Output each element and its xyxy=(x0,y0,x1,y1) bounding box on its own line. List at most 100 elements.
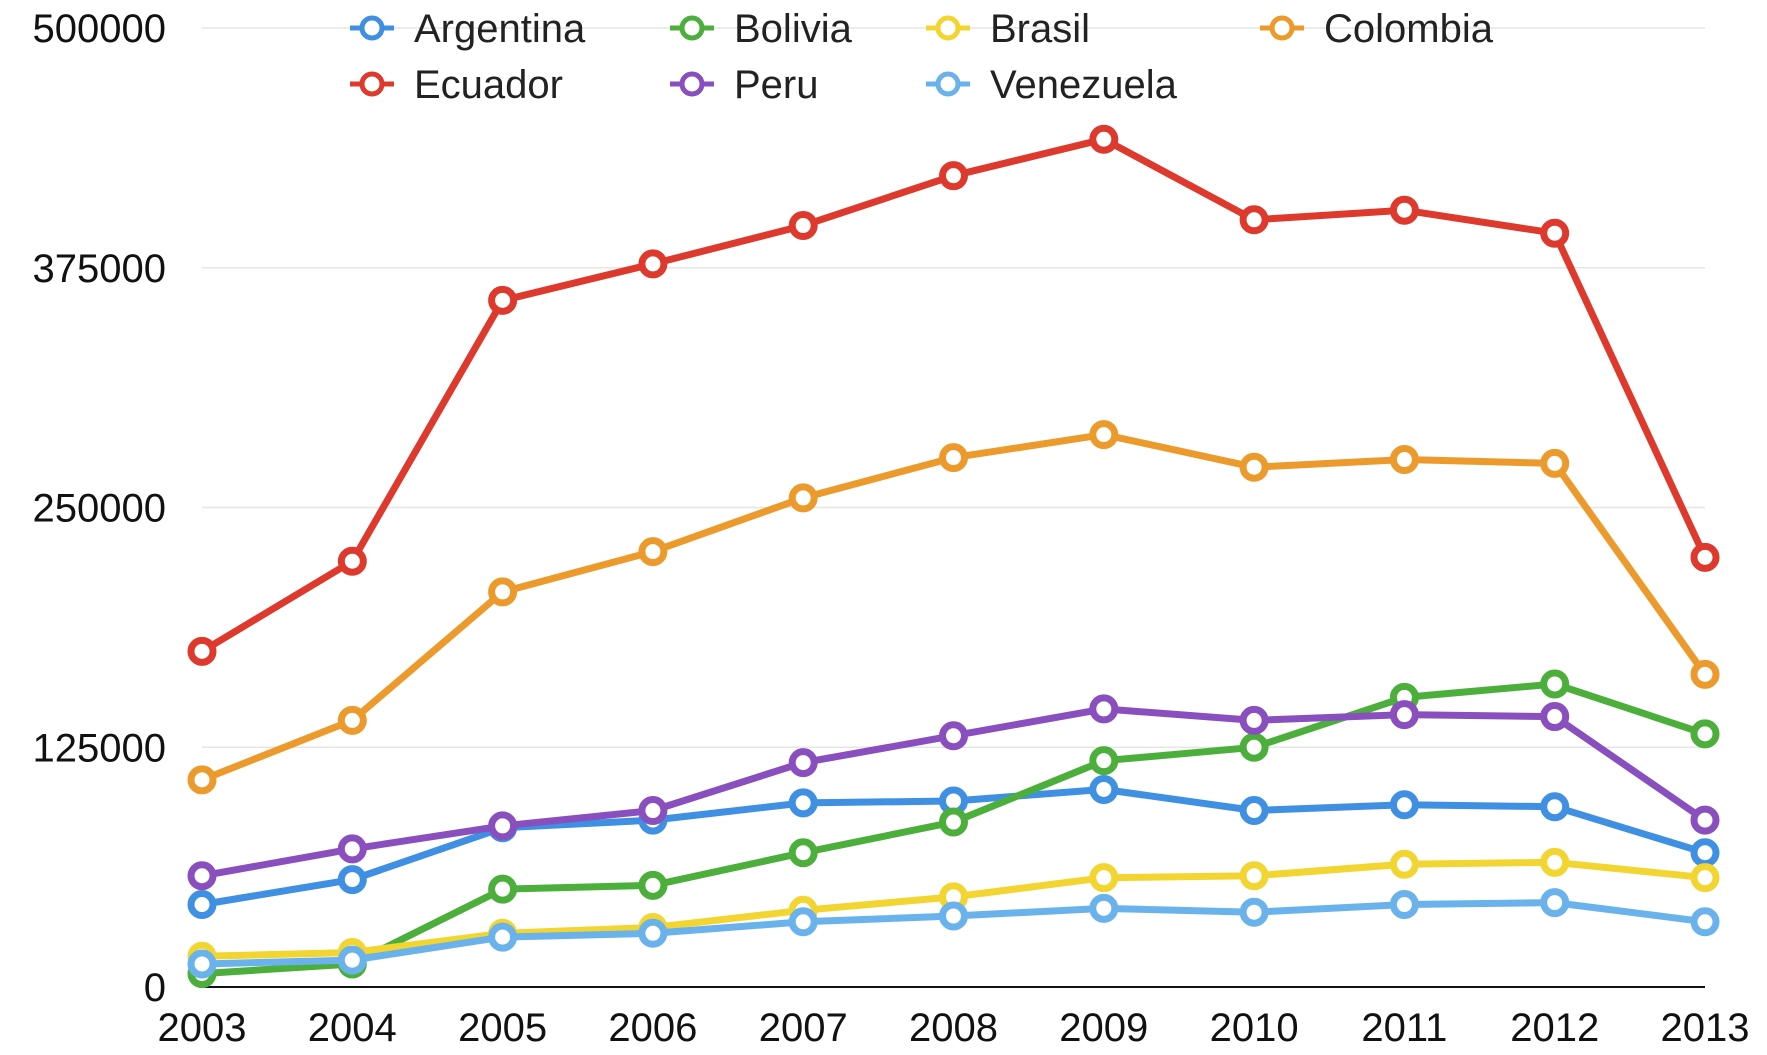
data-point xyxy=(638,249,668,279)
legend-item-ecuador: Ecuador xyxy=(350,63,563,107)
data-point xyxy=(1389,849,1419,879)
legend-label: Bolivia xyxy=(734,7,853,51)
data-point xyxy=(1690,659,1720,689)
x-tick-label: 2006 xyxy=(608,1006,697,1050)
series-ecuador xyxy=(187,124,1720,666)
x-tick-label: 2005 xyxy=(458,1006,547,1050)
data-point xyxy=(638,918,668,948)
data-point xyxy=(1690,542,1720,572)
y-tick-label: 250000 xyxy=(33,487,166,531)
legend-swatch-marker xyxy=(1269,15,1295,41)
series-venezuela xyxy=(187,888,1720,979)
data-point xyxy=(187,636,217,666)
x-tick-label: 2012 xyxy=(1510,1006,1599,1050)
data-point xyxy=(1540,702,1570,732)
data-point xyxy=(1540,669,1570,699)
data-point xyxy=(1540,888,1570,918)
legend-swatch-marker xyxy=(359,71,385,97)
data-point xyxy=(638,796,668,826)
data-point xyxy=(1540,847,1570,877)
data-point xyxy=(638,537,668,567)
y-tick-label: 375000 xyxy=(33,247,166,291)
series-peru xyxy=(187,694,1720,891)
data-point xyxy=(1690,805,1720,835)
x-tick-label: 2008 xyxy=(909,1006,998,1050)
data-point xyxy=(488,285,518,315)
data-point xyxy=(1239,796,1269,826)
data-point xyxy=(488,811,518,841)
data-point xyxy=(337,865,367,895)
series-bolivia xyxy=(187,669,1720,989)
legend-label: Peru xyxy=(734,63,819,107)
series xyxy=(187,124,1720,989)
data-point xyxy=(337,705,367,735)
legend-swatch-marker xyxy=(935,15,961,41)
data-point xyxy=(939,807,968,837)
series-line xyxy=(198,135,1709,655)
legend-item-venezuela: Venezuela xyxy=(926,63,1178,107)
y-tick-label: 0 xyxy=(144,966,166,1010)
x-tick-label: 2010 xyxy=(1210,1006,1299,1050)
legend-swatch-marker xyxy=(679,15,705,41)
data-point xyxy=(1690,907,1720,937)
data-point xyxy=(788,788,818,818)
data-point xyxy=(1389,445,1419,475)
data-point xyxy=(1089,124,1119,154)
data-point xyxy=(939,901,968,931)
data-point xyxy=(788,907,818,937)
legend-item-colombia: Colombia xyxy=(1260,7,1494,51)
data-point xyxy=(939,721,968,751)
data-point xyxy=(1239,452,1269,482)
data-point xyxy=(1089,694,1119,724)
legend: Argentina Bolivia Brasil Colombia Ecuador Per… xyxy=(350,7,1494,107)
data-point xyxy=(1389,700,1419,730)
data-point xyxy=(1690,863,1720,893)
data-point xyxy=(1089,420,1119,450)
data-point xyxy=(788,838,818,868)
data-point xyxy=(1540,448,1570,478)
data-point xyxy=(1389,195,1419,225)
data-point xyxy=(488,922,518,952)
series-colombia xyxy=(187,420,1720,795)
data-point xyxy=(1089,746,1119,776)
legend-swatch-marker xyxy=(359,15,385,41)
legend-label: Argentina xyxy=(414,7,586,51)
legend-item-argentina: Argentina xyxy=(350,7,586,51)
legend-label: Ecuador xyxy=(414,63,563,107)
x-tick-label: 2009 xyxy=(1059,1006,1148,1050)
data-point xyxy=(488,874,518,904)
data-point xyxy=(337,945,367,975)
data-point xyxy=(187,890,217,920)
x-tick-label: 2004 xyxy=(308,1006,397,1050)
data-point xyxy=(1389,790,1419,820)
data-point xyxy=(1239,705,1269,735)
data-point xyxy=(337,546,367,576)
data-point xyxy=(638,870,668,900)
legend-label: Venezuela xyxy=(990,63,1178,107)
data-point xyxy=(1540,792,1570,822)
data-point xyxy=(1239,732,1269,762)
x-tick-label: 2007 xyxy=(759,1006,848,1050)
x-tick-label: 2011 xyxy=(1361,1006,1447,1050)
data-point xyxy=(1540,218,1570,248)
x-tick-label: 2003 xyxy=(158,1006,247,1050)
legend-item-peru: Peru xyxy=(670,63,819,107)
data-point xyxy=(1389,890,1419,920)
legend-item-brasil: Brasil xyxy=(926,7,1090,51)
data-point xyxy=(1089,893,1119,923)
data-point xyxy=(488,577,518,607)
data-point xyxy=(1239,205,1269,235)
data-point xyxy=(337,834,367,864)
legend-swatch-marker xyxy=(679,71,705,97)
data-point xyxy=(788,748,818,778)
y-tick-label: 500000 xyxy=(33,7,166,51)
data-point xyxy=(1690,719,1720,749)
x-axis: 2003 2004 2005 2006 2007 2008 2009 2010 2011 2012… xyxy=(158,986,1749,1050)
data-point xyxy=(187,861,217,891)
data-point xyxy=(788,483,818,513)
data-point xyxy=(939,161,968,191)
data-point xyxy=(1089,863,1119,893)
data-point xyxy=(1690,838,1720,868)
legend-label: Brasil xyxy=(990,7,1090,51)
